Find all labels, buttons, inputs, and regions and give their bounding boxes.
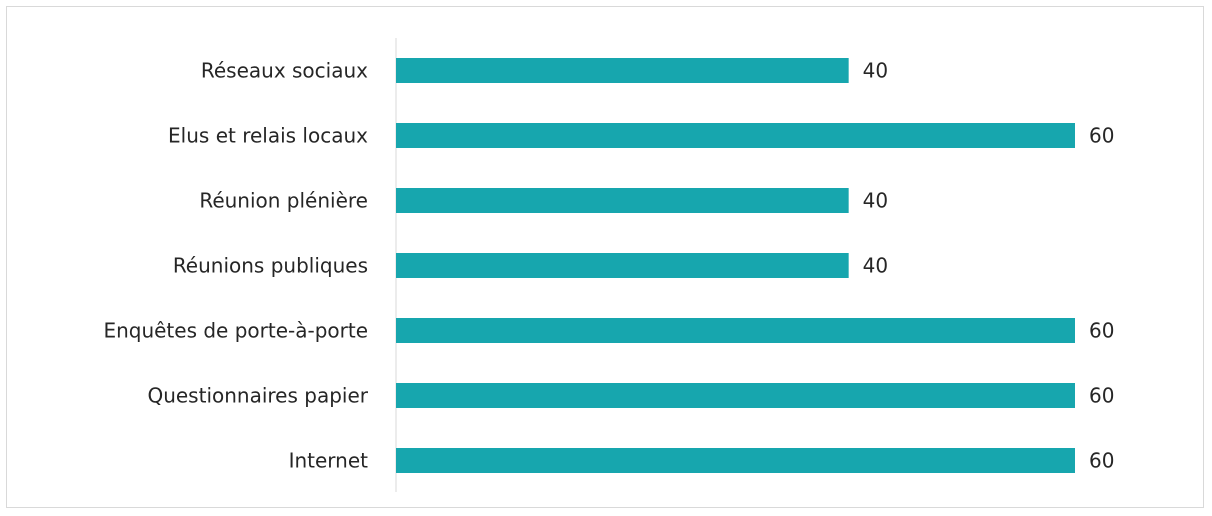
category-label: Questionnaires papier <box>147 384 368 408</box>
bar <box>396 383 1075 408</box>
data-label: 60 <box>1089 124 1114 148</box>
category-label: Réunions publiques <box>173 254 368 278</box>
category-label: Réunion plénière <box>199 189 368 213</box>
data-label: 40 <box>863 59 888 83</box>
bar <box>396 188 849 213</box>
bar <box>396 253 849 278</box>
category-label: Enquêtes de porte-à-porte <box>103 319 368 343</box>
category-label: Internet <box>289 449 369 473</box>
data-label: 60 <box>1089 449 1114 473</box>
bar <box>396 318 1075 343</box>
bar <box>396 448 1075 473</box>
data-label: 40 <box>863 189 888 213</box>
bar <box>396 123 1075 148</box>
data-label: 60 <box>1089 384 1114 408</box>
category-label: Réseaux sociaux <box>201 59 368 83</box>
category-label: Elus et relais locaux <box>168 124 368 148</box>
bar <box>396 58 849 83</box>
data-label: 60 <box>1089 319 1114 343</box>
data-label: 40 <box>863 254 888 278</box>
